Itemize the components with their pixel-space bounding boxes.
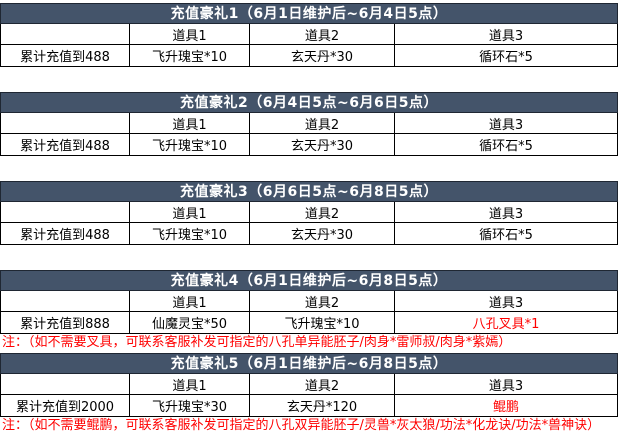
col-header-item1: 道具1 (130, 374, 250, 395)
row-label: 累计充值到2000 (1, 395, 130, 416)
table-title: 充值豪礼4（6月1日维护后~6月8日5点） (0, 270, 618, 291)
reward-item1: 仙魔灵宝*50 (130, 312, 250, 333)
table-body: 道具1 道具2 道具3 累计充值到488 飞升瑰宝*10 玄天丹*30 循环石*… (0, 202, 618, 245)
reward-item3: 循环石*5 (479, 228, 533, 243)
table-title: 充值豪礼3（6月6日5点~6月8日5点） (0, 181, 618, 202)
reward-item3: 循环石*5 (479, 50, 533, 65)
reward-item1: 飞升瑰宝*10 (130, 223, 250, 244)
recharge-table-5: 充值豪礼5（6月1日维护后~6月8日5点） 道具1 道具2 道具3 累计充值到2… (0, 353, 618, 436)
reward-item2: 玄天丹*30 (250, 223, 395, 244)
recharge-table-4: 充值豪礼4（6月1日维护后~6月8日5点） 道具1 道具2 道具3 累计充值到8… (0, 270, 618, 353)
reward-item1: 飞升瑰宝*10 (130, 134, 250, 155)
table-note: 注：（如不需要叉具，可联系客服补发可指定的八孔单异能胚子/肉身*雷师叔/肉身*紫… (2, 335, 512, 350)
corner-cell (1, 291, 130, 312)
reward-item1: 飞升瑰宝*10 (130, 45, 250, 66)
col-header-item2: 道具2 (250, 374, 395, 395)
col-header-item3: 道具3 (395, 291, 617, 312)
col-header-item2: 道具2 (250, 202, 395, 223)
recharge-table-1: 充值豪礼1（6月1日维护后~6月4日5点） 道具1 道具2 道具3 累计充值到4… (0, 3, 618, 67)
row-label: 累计充值到488 (1, 134, 130, 155)
table-title: 充值豪礼2（6月4日5点~6月6日5点） (0, 92, 618, 113)
col-header-item1: 道具1 (130, 113, 250, 134)
recharge-table-3: 充值豪礼3（6月6日5点~6月8日5点） 道具1 道具2 道具3 累计充值到48… (0, 181, 618, 245)
reward-item2: 玄天丹*120 (250, 395, 395, 416)
table-title: 充值豪礼5（6月1日维护后~6月8日5点） (0, 353, 618, 374)
row-label: 累计充值到488 (1, 45, 130, 66)
reward-item2: 玄天丹*30 (250, 45, 395, 66)
col-header-item3: 道具3 (395, 24, 617, 45)
table-note: 注：（如不需要鲲鹏，可联系客服补发可指定的八孔双异能胚子/灵兽*灰太狼/功法*化… (2, 418, 601, 433)
reward-item2: 玄天丹*30 (250, 134, 395, 155)
corner-cell (1, 202, 130, 223)
col-header-item2: 道具2 (250, 291, 395, 312)
table-body: 道具1 道具2 道具3 累计充值到488 飞升瑰宝*10 玄天丹*30 循环石*… (0, 113, 618, 156)
reward-item3-highlighted: 八孔叉具*1 (472, 317, 540, 332)
corner-cell (1, 24, 130, 45)
row-label: 累计充值到888 (1, 312, 130, 333)
corner-cell (1, 113, 130, 134)
table-body: 道具1 道具2 道具3 累计充值到2000 飞升瑰宝*30 玄天丹*120 鲲鹏 (0, 374, 618, 417)
table-body: 道具1 道具2 道具3 累计充值到488 飞升瑰宝*10 玄天丹*30 循环石*… (0, 24, 618, 67)
col-header-item3: 道具3 (395, 113, 617, 134)
row-label: 累计充值到488 (1, 223, 130, 244)
table-body: 道具1 道具2 道具3 累计充值到888 仙魔灵宝*50 飞升瑰宝*10 八孔叉… (0, 291, 618, 334)
col-header-item1: 道具1 (130, 291, 250, 312)
col-header-item1: 道具1 (130, 202, 250, 223)
reward-item3-highlighted: 鲲鹏 (492, 400, 519, 415)
corner-cell (1, 374, 130, 395)
reward-item3: 循环石*5 (479, 139, 533, 154)
recharge-table-2: 充值豪礼2（6月4日5点~6月6日5点） 道具1 道具2 道具3 累计充值到48… (0, 92, 618, 156)
col-header-item1: 道具1 (130, 24, 250, 45)
reward-item2: 飞升瑰宝*10 (250, 312, 395, 333)
col-header-item3: 道具3 (395, 202, 617, 223)
col-header-item2: 道具2 (250, 24, 395, 45)
table-title: 充值豪礼1（6月1日维护后~6月4日5点） (0, 3, 618, 24)
col-header-item2: 道具2 (250, 113, 395, 134)
reward-item1: 飞升瑰宝*30 (130, 395, 250, 416)
col-header-item3: 道具3 (395, 374, 617, 395)
